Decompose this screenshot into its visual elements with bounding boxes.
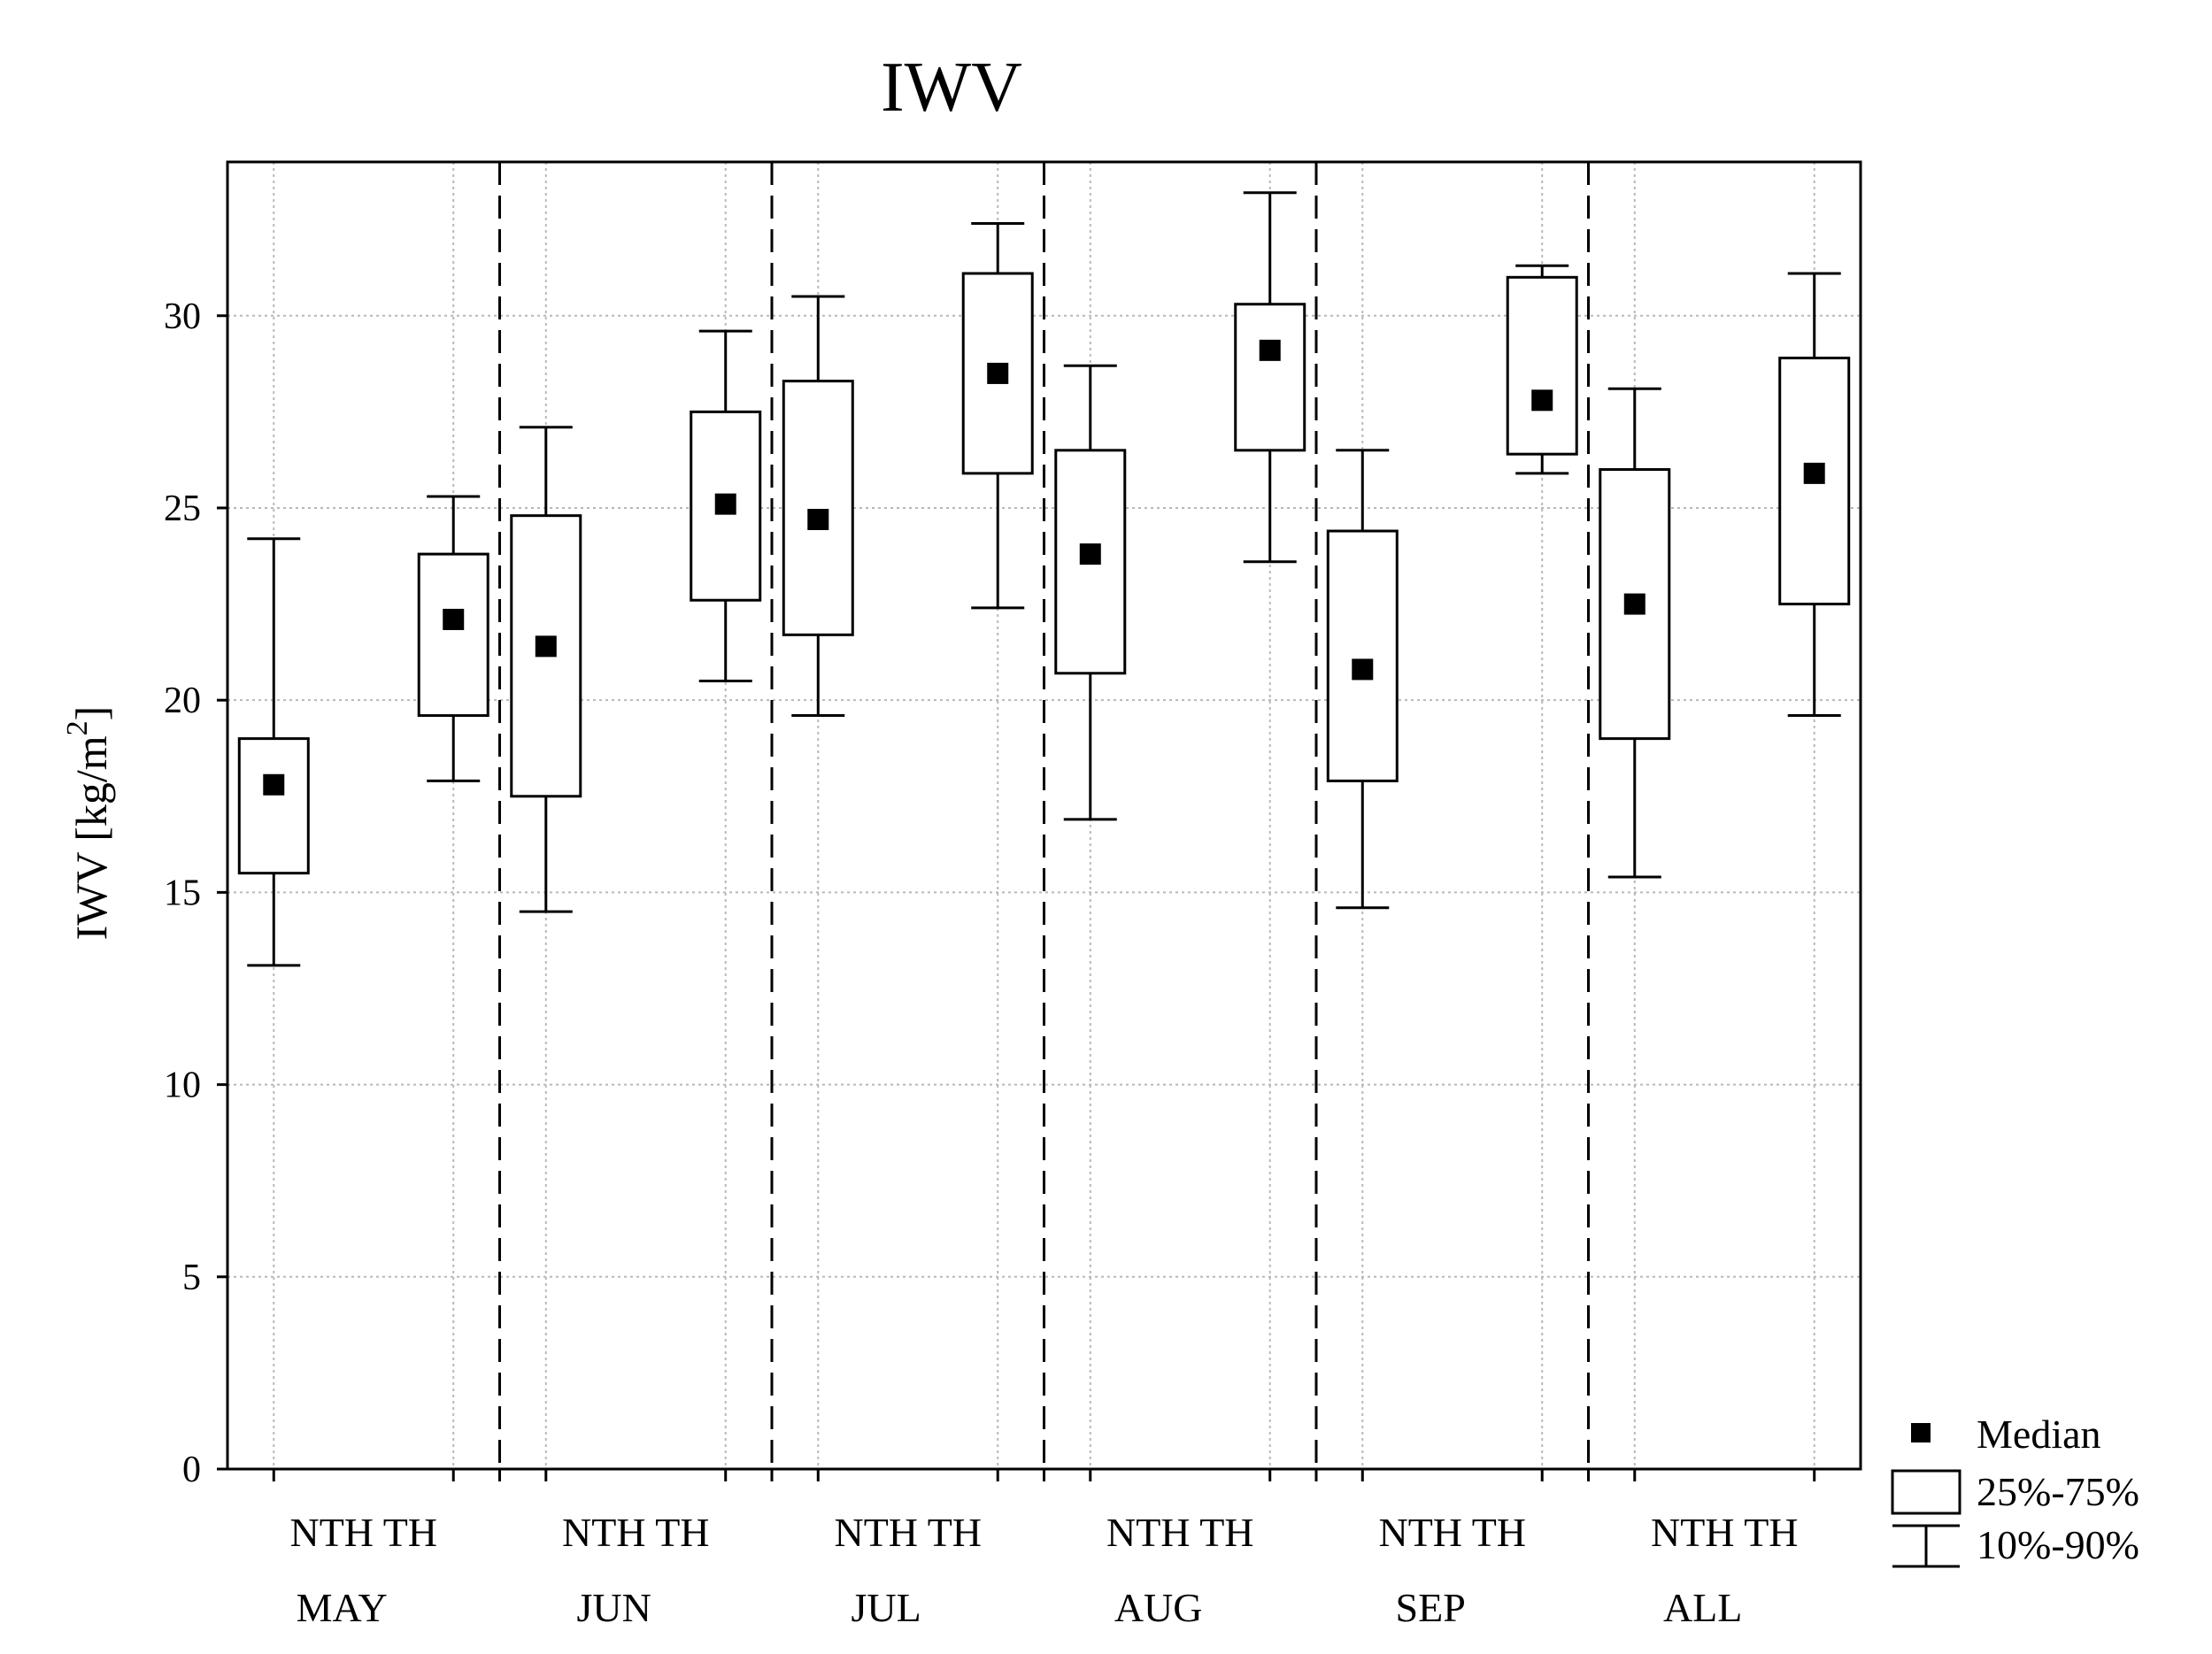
box-may-th	[417, 495, 489, 782]
legend: Median 25%-75% 10%-90%	[1891, 1412, 2139, 1568]
boxes	[237, 191, 1851, 967]
median-marker	[1259, 339, 1281, 361]
x-group-label: JUN	[576, 1585, 651, 1630]
y-tick-label: 15	[164, 873, 201, 913]
x-group-label: JUL	[852, 1585, 921, 1630]
median-marker	[1803, 462, 1825, 484]
plot-frame	[226, 160, 1862, 1471]
y-tick-label: 25	[164, 489, 201, 529]
box-all-th	[1778, 272, 1851, 718]
iqr-box	[1506, 275, 1578, 456]
x-sub-label: NTH TH	[1651, 1510, 1799, 1555]
median-marker	[1352, 658, 1374, 681]
box-jul-th	[961, 222, 1034, 610]
legend-median-label: Median	[1977, 1412, 2101, 1457]
legend-whisker-label: 10%-90%	[1977, 1522, 2139, 1567]
group-separators	[498, 162, 1590, 1469]
box-jul-nth	[782, 295, 854, 718]
chart-title: IWV	[881, 49, 1022, 127]
box-jun-nth	[510, 426, 582, 913]
median-marker	[535, 635, 557, 658]
legend-box-label: 25%-75%	[1977, 1469, 2139, 1514]
iqr-box	[1234, 303, 1306, 452]
x-sub-label: NTH TH	[1106, 1510, 1254, 1555]
x-sub-label: NTH TH	[1378, 1510, 1526, 1555]
iqr-box	[1326, 529, 1399, 782]
y-tick-label: 5	[182, 1258, 201, 1298]
iqr-box	[782, 380, 854, 636]
y-axis-label-superscript: 2	[61, 720, 94, 735]
iqr-box	[237, 737, 310, 875]
axes: 0 5 10 15 20 25 30 NTH TH MAY NTH TH JUN NTH TH JUL N…	[164, 160, 1862, 1630]
x-group-label: ALL	[1663, 1585, 1742, 1630]
box-aug-th	[1234, 191, 1306, 564]
legend-box-marker	[1891, 1469, 1962, 1515]
box-sep-th	[1506, 264, 1578, 475]
median-marker	[263, 773, 285, 796]
legend-median-marker	[1911, 1423, 1931, 1442]
box-all-nth	[1599, 387, 1671, 879]
y-tick-label: 20	[164, 681, 201, 721]
box-sep-nth	[1326, 449, 1399, 910]
y-tick-label: 0	[182, 1450, 201, 1490]
box-aug-nth	[1054, 364, 1127, 821]
box-may-nth	[237, 537, 310, 967]
y-axis-label: IWV [kg/m2]	[61, 706, 116, 941]
median-marker	[443, 608, 465, 630]
x-group-label: AUG	[1114, 1585, 1203, 1630]
box-jun-th	[690, 329, 762, 682]
median-marker	[714, 493, 736, 515]
median-marker	[1623, 593, 1646, 615]
x-sub-label: NTH TH	[834, 1510, 982, 1555]
median-marker	[1079, 543, 1101, 565]
x-group-label: SEP	[1396, 1585, 1466, 1630]
median-marker	[807, 509, 829, 531]
median-marker	[987, 362, 1009, 384]
x-sub-label: NTH TH	[562, 1510, 710, 1555]
y-tick-label: 10	[164, 1065, 201, 1106]
x-group-label: MAY	[297, 1585, 388, 1630]
x-sub-label: NTH TH	[289, 1510, 437, 1555]
median-marker	[1531, 389, 1553, 412]
iqr-box	[417, 552, 489, 718]
y-tick-label: 30	[164, 296, 201, 337]
